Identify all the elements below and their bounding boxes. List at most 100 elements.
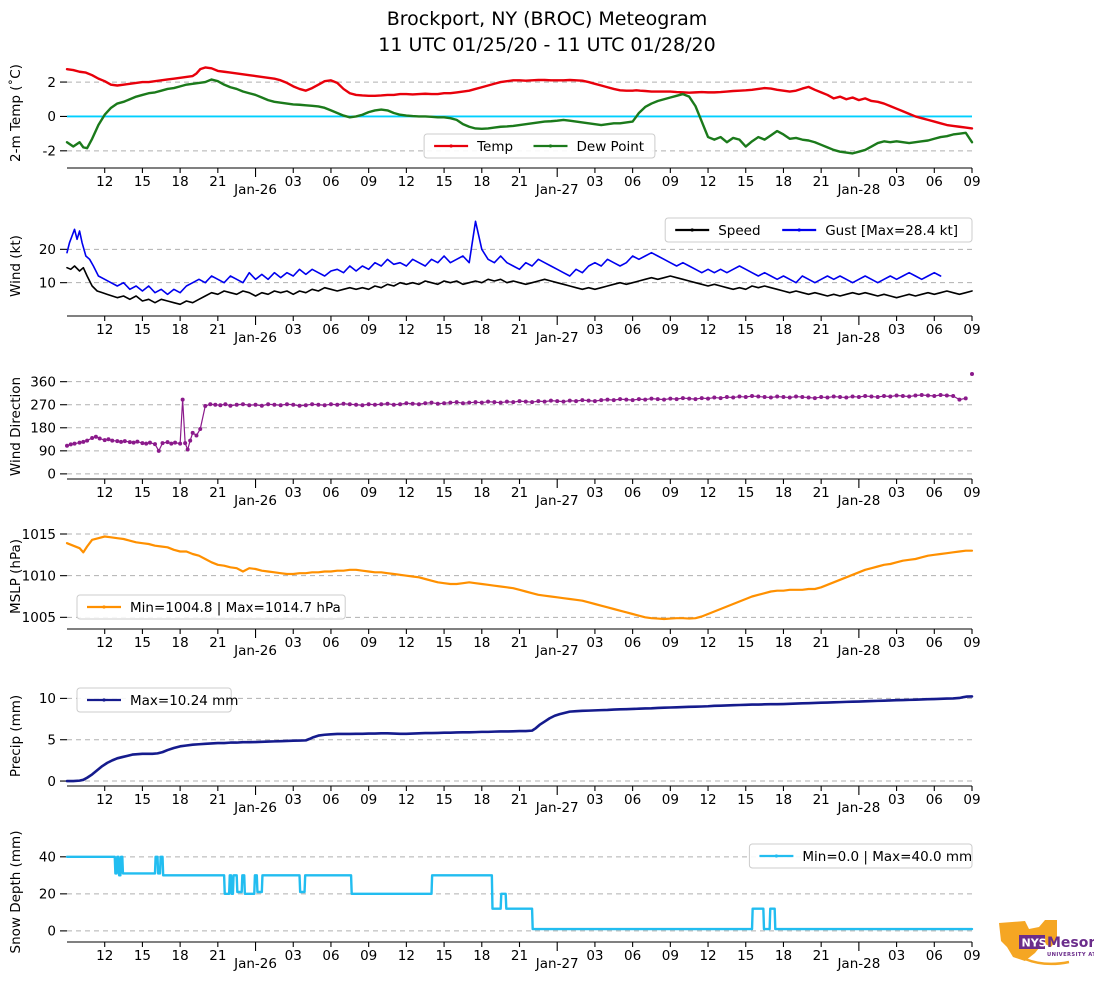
x-tick-label: 06 bbox=[624, 792, 641, 808]
x-tick-label-major: Jan-27 bbox=[535, 956, 579, 972]
x-tick-label: 15 bbox=[737, 635, 754, 651]
y-tick-label: 1015 bbox=[22, 527, 56, 543]
data-point bbox=[156, 448, 161, 453]
series-gust bbox=[66, 220, 942, 296]
y-axis-label: MSLP (hPa) bbox=[8, 539, 24, 614]
data-point bbox=[152, 442, 157, 447]
x-tick-label: 06 bbox=[322, 948, 339, 964]
data-point bbox=[530, 400, 535, 405]
data-point bbox=[756, 394, 761, 399]
y-axis-label: Wind Direction bbox=[8, 377, 24, 476]
x-tick-label: 09 bbox=[360, 485, 377, 501]
x-tick-label: 21 bbox=[511, 635, 528, 651]
data-point bbox=[106, 437, 111, 442]
x-tick-label: 15 bbox=[435, 792, 452, 808]
data-point bbox=[831, 394, 836, 399]
data-point bbox=[649, 396, 654, 401]
x-tick-label: 21 bbox=[813, 322, 830, 338]
data-point bbox=[218, 403, 223, 408]
x-tick-label: 09 bbox=[360, 635, 377, 651]
legend-label: Temp bbox=[476, 139, 513, 155]
x-tick-label: 12 bbox=[398, 635, 415, 651]
x-tick-label: 03 bbox=[586, 792, 603, 808]
data-point bbox=[536, 399, 541, 404]
x-tick-label: 21 bbox=[813, 635, 830, 651]
data-point bbox=[278, 403, 283, 408]
x-tick-label: 03 bbox=[285, 485, 302, 501]
x-tick-label-major: Jan-27 bbox=[535, 330, 579, 346]
x-tick-label: 18 bbox=[775, 635, 792, 651]
x-tick-label: 03 bbox=[586, 322, 603, 338]
data-point bbox=[492, 400, 497, 405]
series-temp bbox=[65, 66, 974, 130]
data-point bbox=[555, 399, 560, 404]
series-dew-point bbox=[65, 78, 974, 155]
x-tick-label: 21 bbox=[209, 174, 226, 190]
legend-snow: Min=0.0 | Max=40.0 mm bbox=[748, 843, 973, 869]
data-point bbox=[674, 397, 679, 402]
logo-swoosh bbox=[1024, 957, 1070, 966]
x-tick-label: 09 bbox=[963, 948, 980, 964]
y-tick-label: 20 bbox=[39, 887, 56, 903]
data-point bbox=[838, 395, 843, 400]
x-tick-label: 18 bbox=[473, 948, 490, 964]
x-tick-label: 18 bbox=[775, 322, 792, 338]
x-tick-label: 12 bbox=[96, 174, 113, 190]
x-tick-label: 09 bbox=[662, 174, 679, 190]
data-point bbox=[869, 394, 874, 399]
data-point bbox=[687, 396, 692, 401]
data-point bbox=[592, 399, 597, 404]
legend-wind: Speed Gust [Max=28.4 kt] bbox=[664, 217, 973, 243]
data-point bbox=[77, 440, 82, 445]
x-tick-label: 21 bbox=[511, 948, 528, 964]
x-tick-label: 21 bbox=[813, 948, 830, 964]
data-point bbox=[160, 441, 165, 446]
data-point bbox=[605, 397, 610, 402]
x-tick-label: 21 bbox=[209, 635, 226, 651]
x-tick-label: 09 bbox=[662, 792, 679, 808]
data-point bbox=[335, 402, 340, 407]
data-point bbox=[169, 441, 174, 446]
data-point bbox=[856, 395, 861, 400]
x-tick-label: 15 bbox=[435, 174, 452, 190]
data-point bbox=[762, 395, 767, 400]
x-tick-label: 21 bbox=[511, 174, 528, 190]
x-tick-label: 21 bbox=[813, 174, 830, 190]
x-tick-label: 09 bbox=[360, 948, 377, 964]
data-point bbox=[737, 394, 742, 399]
x-tick-label: 09 bbox=[662, 322, 679, 338]
data-point bbox=[517, 399, 522, 404]
x-tick-label: 15 bbox=[737, 948, 754, 964]
data-point bbox=[228, 403, 233, 408]
x-tick-label-major: Jan-27 bbox=[535, 493, 579, 509]
x-tick-label: 06 bbox=[624, 485, 641, 501]
x-tick-label: 09 bbox=[360, 322, 377, 338]
x-tick-label: 15 bbox=[737, 322, 754, 338]
legend-marker bbox=[102, 605, 106, 609]
data-point bbox=[223, 402, 228, 407]
x-tick-label-major: Jan-26 bbox=[233, 643, 277, 659]
data-point bbox=[198, 427, 203, 432]
x-tick-label: 15 bbox=[134, 322, 151, 338]
data-point bbox=[919, 393, 924, 397]
x-tick-label: 18 bbox=[172, 174, 189, 190]
legend-temp: Temp Dew Point bbox=[423, 133, 656, 159]
x-tick-label: 18 bbox=[172, 635, 189, 651]
y-tick-label: 0 bbox=[47, 109, 56, 125]
y-tick-label: 2 bbox=[47, 75, 56, 91]
y-tick-label: 0 bbox=[47, 467, 56, 483]
x-tick-label: 03 bbox=[888, 792, 905, 808]
data-point bbox=[926, 393, 931, 398]
data-point bbox=[208, 402, 213, 407]
data-point bbox=[580, 398, 585, 403]
y-tick-label: 10 bbox=[39, 691, 56, 707]
y-tick-label: 0 bbox=[47, 774, 56, 790]
x-tick-label: 18 bbox=[473, 322, 490, 338]
data-point bbox=[173, 440, 178, 445]
data-point bbox=[731, 395, 736, 400]
x-tick-label: 15 bbox=[737, 174, 754, 190]
x-tick-label: 03 bbox=[586, 635, 603, 651]
x-tick-label: 06 bbox=[926, 485, 943, 501]
data-point bbox=[907, 394, 912, 399]
x-tick-label-major: Jan-27 bbox=[535, 643, 579, 659]
